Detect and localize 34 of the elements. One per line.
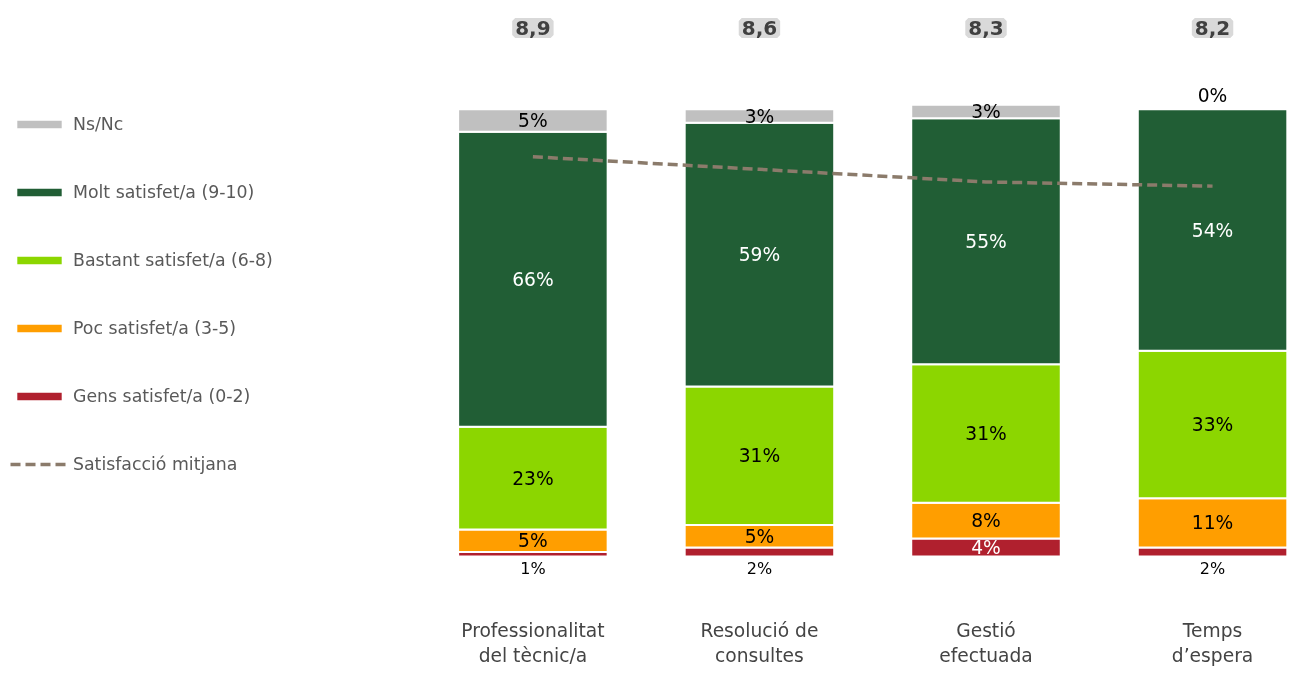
- data-label: 33%: [1191, 414, 1234, 436]
- data-label: 4%: [971, 536, 1001, 558]
- data-label: 2%: [1199, 559, 1226, 579]
- data-label: 0%: [1197, 85, 1228, 107]
- data-label: 1%: [520, 559, 546, 579]
- x-tick-label: Temps d’espera: [1171, 619, 1254, 666]
- data-label: 23%: [512, 467, 554, 489]
- data-label: 31%: [738, 445, 781, 467]
- data-label: 8,6: [741, 16, 778, 41]
- data-label: 8,3: [968, 16, 1004, 41]
- legend-label: Molt satisfet/a (9-10): [73, 182, 255, 202]
- data-label: 55%: [965, 230, 1007, 252]
- data-label: 3%: [744, 105, 775, 127]
- legend-label: Satisfacció mitjana: [73, 454, 238, 474]
- data-label: 8%: [971, 510, 1001, 532]
- data-label: 2%: [746, 559, 773, 579]
- data-label: 11%: [1191, 512, 1234, 534]
- data-label: 5%: [518, 530, 548, 552]
- data-label: 8,9: [515, 16, 551, 41]
- data-label: 8,2: [1194, 16, 1231, 41]
- x-tick-label: Gestió efectuada: [939, 619, 1033, 666]
- data-label: 66%: [512, 268, 554, 290]
- data-label: 5%: [744, 525, 775, 547]
- data-label: 59%: [738, 244, 781, 266]
- data-label: 5%: [518, 109, 548, 131]
- data-label: 54%: [1191, 219, 1234, 241]
- legend-label: Gens satisfet/a (0-2): [73, 386, 251, 406]
- data-label: 31%: [965, 422, 1007, 444]
- legend-label: Ns/Nc: [73, 114, 124, 134]
- legend-label: Bastant satisfet/a (6-8): [73, 250, 273, 270]
- data-label: 3%: [971, 101, 1001, 123]
- x-tick-label: Resolució de consultes: [700, 619, 819, 666]
- x-tick-label: Professionalitat del tècnic/a: [461, 619, 605, 666]
- legend-label: Poc satisfet/a (3-5): [73, 318, 237, 338]
